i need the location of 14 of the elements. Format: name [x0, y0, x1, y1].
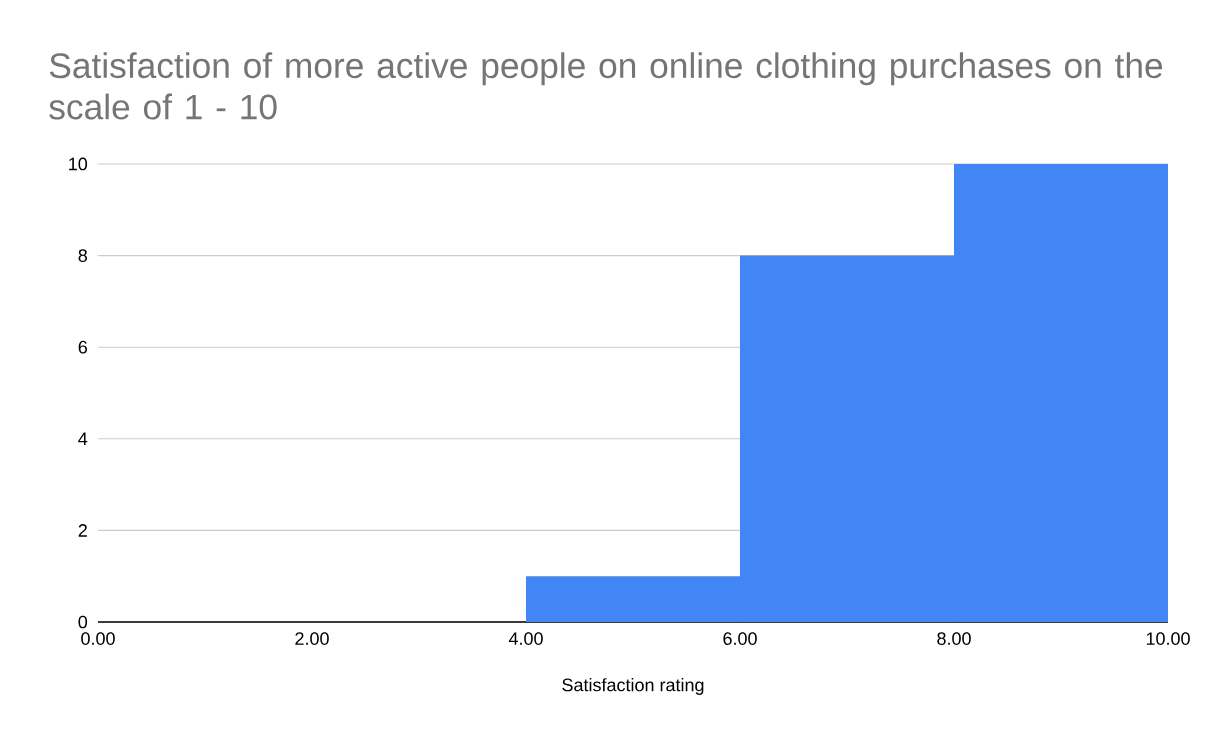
- y-tick-label: 8: [78, 249, 87, 262]
- y-tick-label: 6: [78, 340, 87, 354]
- x-tick-label: 4.00: [508, 632, 543, 645]
- x-tick-label: 6.00: [723, 632, 757, 645]
- x-tick-label: 10.00: [1146, 632, 1190, 645]
- x-tick-label: 0.00: [81, 632, 115, 645]
- x-tick-label: 8.00: [937, 632, 971, 645]
- y-tick-label: 2: [78, 524, 87, 537]
- x-axis-title: Satisfaction rating: [562, 678, 704, 695]
- x-tick-label: 2.00: [295, 632, 329, 645]
- y-tick-label: 10: [69, 157, 88, 171]
- y-tick-label: 0: [78, 615, 88, 629]
- chart-title: Satisfaction of more active people on online clothing purchases on the scale of 1 - 10: [49, 52, 1163, 120]
- y-tick-label: 4: [78, 432, 88, 445]
